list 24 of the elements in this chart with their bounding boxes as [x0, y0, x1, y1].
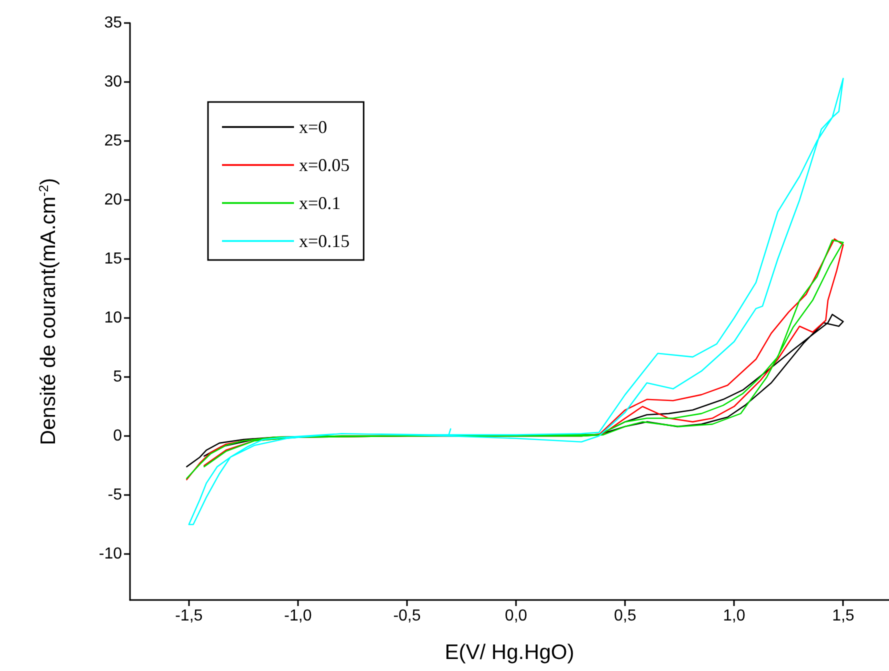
legend-label: x=0.15 — [299, 231, 350, 251]
y-tick-label: 30 — [104, 74, 122, 90]
y-tick-label: 25 — [104, 132, 122, 150]
y-axis-title: Densité de courant(mA.cm-2) — [36, 178, 60, 446]
x-tick-label: -0,5 — [393, 608, 421, 624]
y-tick-label: 10 — [104, 309, 122, 326]
legend-label: x=0.1 — [299, 193, 341, 213]
legend-label: x=0 — [299, 117, 328, 137]
x-tick-label: -1,0 — [284, 608, 312, 624]
y-tick-label: 5 — [113, 368, 122, 386]
line-series — [188, 78, 844, 526]
x-tick-label: 1,5 — [832, 608, 854, 624]
y-tick-label: 20 — [104, 191, 122, 208]
y-tick-label: 0 — [113, 427, 122, 444]
y-tick-label: -10 — [98, 545, 122, 562]
x-tick-label: 1,0 — [723, 608, 746, 624]
legend-label: x=0.05 — [299, 155, 350, 175]
x-axis-title: E(V/ Hg.HgO) — [444, 641, 574, 664]
y-tick-label: -5 — [108, 486, 122, 504]
y-tick-label: 15 — [104, 250, 122, 268]
x-tick-label: -1,5 — [175, 608, 203, 624]
x-tick-label: 0,5 — [614, 608, 636, 624]
x-tick-label: 0,0 — [504, 608, 528, 624]
y-tick-label: 35 — [104, 14, 122, 32]
